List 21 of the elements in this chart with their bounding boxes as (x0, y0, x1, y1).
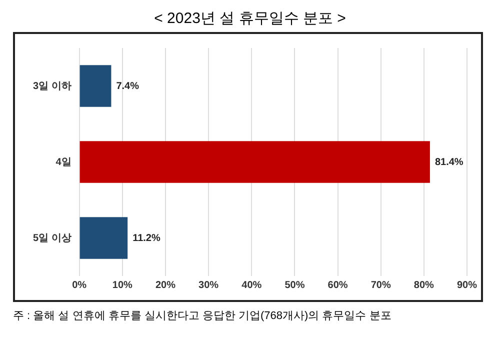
x-tick-label: 80% (414, 280, 434, 291)
data-label: 11.2% (132, 232, 160, 244)
bar (80, 65, 112, 107)
bar (80, 141, 430, 183)
bar (80, 217, 128, 259)
x-tick-label: 0% (72, 280, 87, 291)
chart-title: < 2023년 설 휴무일수 분포 > (153, 9, 347, 29)
x-tick-label: 50% (284, 280, 305, 291)
y-tick-label: 5일 이상 (32, 232, 72, 244)
x-tick-label: 70% (370, 280, 391, 291)
x-tick-label: 10% (112, 280, 133, 291)
text: 주 : 올해 설 연휴에 휴무를 실시한다고 응답한 기업(768개사)의 휴무일수 분포 (13, 309, 392, 323)
x-tick-label: 30% (198, 280, 219, 291)
x-tick-label: 60% (328, 280, 348, 291)
x-tick-label: 90% (456, 280, 478, 291)
x-tick-label: 40% (242, 280, 262, 291)
y-tick-label: 3일 이하 (32, 80, 72, 92)
x-tick-label: 20% (155, 280, 176, 291)
data-label: 81.4% (434, 156, 464, 168)
y-tick-label: 4일 (56, 156, 72, 168)
data-label: 7.4% (116, 80, 140, 92)
